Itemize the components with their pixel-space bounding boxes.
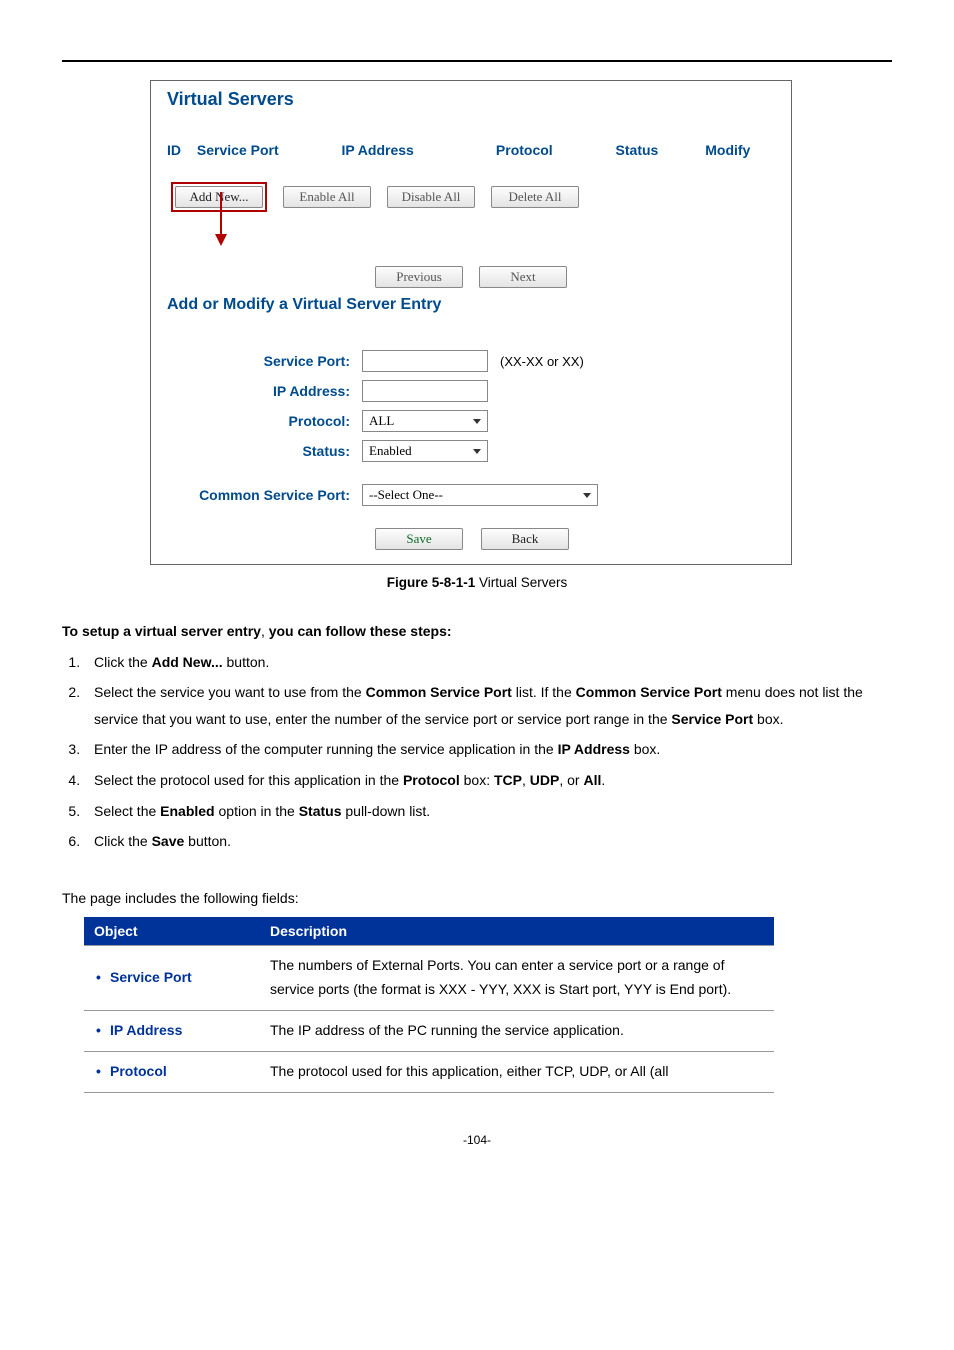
select-common-service-port[interactable]: --Select One-- <box>362 484 598 506</box>
header-rule <box>62 60 892 62</box>
label-protocol: Protocol: <box>167 413 362 429</box>
delete-all-button[interactable]: Delete All <box>491 186 579 208</box>
desc-service-port: The numbers of External Ports. You can e… <box>260 946 774 1011</box>
label-service-port: Service Port: <box>167 353 362 369</box>
callout-arrow-area <box>211 240 791 266</box>
fields-table: Object Description Service Port The numb… <box>84 917 774 1092</box>
col-modify: Modify <box>705 142 775 158</box>
previous-button[interactable]: Previous <box>375 266 463 288</box>
obj-service-port: Service Port <box>84 946 260 1011</box>
back-button[interactable]: Back <box>481 528 569 550</box>
step-1: Click the Add New... button. <box>84 649 892 676</box>
hint-service-port: (XX-XX or XX) <box>500 354 584 369</box>
screenshot-virtual-servers: Virtual Servers ID Service Port IP Addre… <box>150 80 792 565</box>
step-4: Select the protocol used for this applic… <box>84 767 892 794</box>
enable-all-button[interactable]: Enable All <box>283 186 371 208</box>
col-ip-address: IP Address <box>341 142 495 158</box>
add-modify-title: Add or Modify a Virtual Server Entry <box>151 294 791 318</box>
step-6: Click the Save button. <box>84 828 892 855</box>
table-row: IP Address The IP address of the PC runn… <box>84 1010 774 1051</box>
instructions-intro: To setup a virtual server entry, you can… <box>62 618 892 645</box>
chevron-down-icon <box>473 449 481 454</box>
fields-head-object: Object <box>84 917 260 946</box>
label-status: Status: <box>167 443 362 459</box>
table-row: Protocol The protocol used for this appl… <box>84 1051 774 1092</box>
col-service-port: Service Port <box>197 142 342 158</box>
chevron-down-icon <box>583 493 591 498</box>
step-2: Select the service you want to use from … <box>84 679 892 732</box>
input-service-port[interactable] <box>362 350 488 372</box>
col-status: Status <box>616 142 706 158</box>
step-5: Select the Enabled option in the Status … <box>84 798 892 825</box>
screenshot-pager: Previous Next <box>151 266 791 294</box>
fields-head-description: Description <box>260 917 774 946</box>
select-status-value: Enabled <box>369 443 412 459</box>
select-protocol[interactable]: ALL <box>362 410 488 432</box>
steps-list: Click the Add New... button. Select the … <box>62 649 892 855</box>
figure-caption: Figure 5-8-1-1 Virtual Servers <box>62 575 892 590</box>
figure-caption-text: Virtual Servers <box>475 575 567 590</box>
screenshot-title: Virtual Servers <box>151 81 791 114</box>
col-id: ID <box>167 142 197 158</box>
callout-arrow-icon <box>211 190 241 250</box>
screenshot-columns: ID Service Port IP Address Protocol Stat… <box>151 142 791 182</box>
save-button[interactable]: Save <box>375 528 463 550</box>
step-3: Enter the IP address of the computer run… <box>84 736 892 763</box>
label-ip-address: IP Address: <box>167 383 362 399</box>
obj-protocol: Protocol <box>84 1051 260 1092</box>
page-number: -104- <box>62 1133 892 1147</box>
col-protocol: Protocol <box>496 142 616 158</box>
instructions: To setup a virtual server entry, you can… <box>62 618 892 855</box>
add-modify-form: Service Port: (XX-XX or XX) IP Address: … <box>151 332 791 564</box>
next-button[interactable]: Next <box>479 266 567 288</box>
select-csp-value: --Select One-- <box>369 487 443 503</box>
select-protocol-value: ALL <box>369 413 394 429</box>
select-status[interactable]: Enabled <box>362 440 488 462</box>
label-common-service-port: Common Service Port: <box>167 487 362 503</box>
disable-all-button[interactable]: Disable All <box>387 186 475 208</box>
figure-caption-number: Figure 5-8-1-1 <box>387 575 476 590</box>
screenshot-button-row: Add New... Enable All Disable All Delete… <box>151 182 791 212</box>
fields-intro: The page includes the following fields: <box>62 885 892 912</box>
desc-ip-address: The IP address of the PC running the ser… <box>260 1010 774 1051</box>
table-row: Service Port The numbers of External Por… <box>84 946 774 1011</box>
input-ip-address[interactable] <box>362 380 488 402</box>
desc-protocol: The protocol used for this application, … <box>260 1051 774 1092</box>
chevron-down-icon <box>473 419 481 424</box>
obj-ip-address: IP Address <box>84 1010 260 1051</box>
